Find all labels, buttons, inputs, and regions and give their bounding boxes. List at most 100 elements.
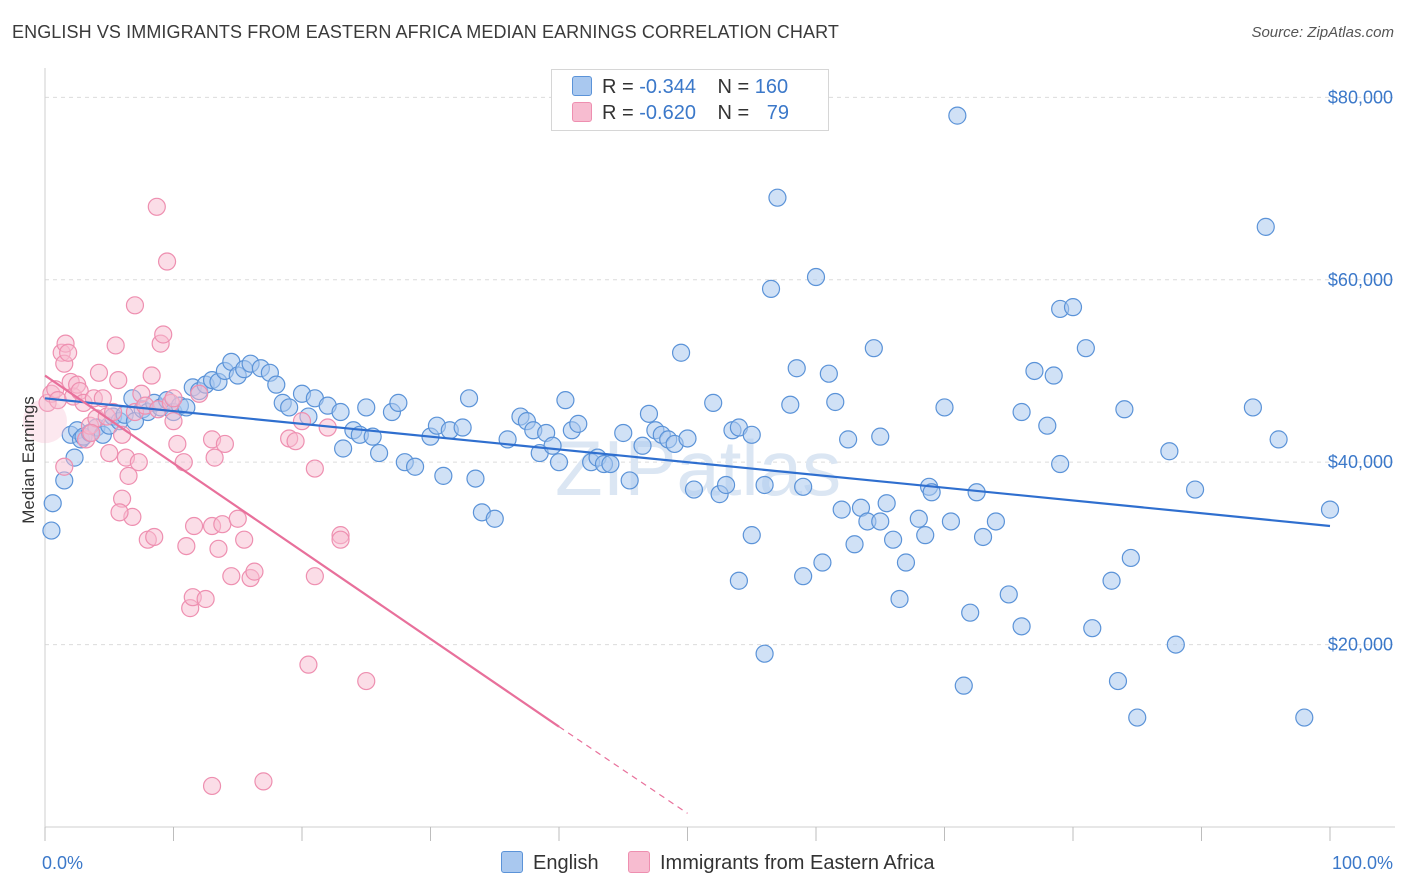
english-point	[755, 475, 774, 495]
immigrant-point	[305, 459, 324, 478]
english-point	[832, 500, 851, 519]
source-label: Source: ZipAtlas.com	[1251, 24, 1394, 41]
english-point	[1076, 339, 1095, 358]
immigrant-points	[23, 197, 376, 796]
bottom-legend-english-label: English	[533, 852, 599, 874]
english-point	[916, 526, 935, 545]
english-point	[357, 398, 376, 417]
immigrant-point	[142, 366, 161, 385]
english-point	[909, 509, 928, 528]
english-point	[1128, 708, 1147, 727]
immigrant-point	[228, 509, 247, 528]
english-point	[973, 527, 993, 547]
english-point	[768, 188, 787, 207]
english-point	[845, 535, 864, 554]
immigrant-point	[299, 655, 318, 674]
immigrant-point	[89, 363, 109, 382]
legend-r-label: R =	[602, 102, 634, 124]
english-point	[1108, 671, 1128, 691]
bottom-swatch-english	[501, 851, 523, 873]
english-point	[883, 530, 903, 549]
english-point	[961, 603, 980, 622]
legend-box: R = -0.344 N = 160 R = -0.620 N = 79	[551, 69, 829, 131]
tick-labels: $20,000 $40,000 $60,000 $80,000 0.0% 100.0%	[42, 87, 1393, 873]
english-point	[890, 589, 909, 609]
english-point	[389, 393, 408, 412]
legend-row-immigrants: R = -0.620 N = 79	[572, 102, 789, 126]
english-point	[922, 483, 941, 502]
immigrant-point	[164, 389, 183, 408]
english-point	[1115, 400, 1134, 419]
english-point	[42, 521, 61, 540]
immigrant-point	[235, 530, 254, 549]
english-point	[639, 404, 659, 423]
english-point	[543, 436, 562, 455]
immigrant-point	[305, 567, 324, 586]
legend-row-english: R = -0.344 N = 160	[572, 76, 788, 100]
english-point	[986, 512, 1006, 531]
english-point	[729, 571, 749, 590]
english-point	[1185, 480, 1205, 499]
english-point	[1038, 416, 1057, 435]
english-point	[1160, 442, 1179, 461]
immigrant-point	[357, 671, 376, 691]
english-point	[1269, 430, 1288, 449]
english-point	[1063, 298, 1083, 317]
english-point	[871, 427, 890, 446]
english-point	[280, 398, 299, 417]
english-point	[601, 454, 620, 474]
english-trend-line	[44, 397, 1331, 528]
english-point	[1320, 500, 1340, 519]
english-point	[877, 494, 896, 513]
english-point	[614, 423, 633, 443]
english-point	[633, 436, 652, 455]
immigrant-point	[190, 384, 209, 403]
english-point	[331, 402, 350, 422]
english-point	[819, 364, 838, 383]
legend-r-label: R =	[602, 76, 634, 98]
bottom-legend-immigrants: Immigrants from Eastern Africa	[628, 851, 935, 875]
immigrant-point	[104, 402, 123, 422]
chart-title: ENGLISH VS IMMIGRANTS FROM EASTERN AFRIC…	[12, 22, 839, 42]
english-point	[43, 494, 62, 513]
immigrant-point	[222, 567, 241, 586]
immigrant-point	[129, 453, 148, 472]
immigrant-point	[168, 434, 187, 454]
legend-r-value: -0.620	[639, 102, 696, 124]
english-point	[267, 375, 286, 394]
english-point	[1083, 619, 1102, 638]
immigrant-point	[59, 343, 78, 362]
immigrant-point	[125, 296, 145, 315]
english-point	[556, 391, 575, 410]
english-point	[871, 512, 890, 531]
legend-n-label: N =	[717, 76, 750, 98]
immigrant-point	[147, 197, 166, 216]
immigrant-point	[119, 466, 138, 485]
english-point	[466, 469, 485, 488]
legend-n-value: 160	[754, 76, 789, 98]
y-tick-label: $60,000	[1328, 270, 1393, 290]
immigrant-point	[174, 453, 193, 472]
english-point	[549, 453, 569, 472]
immigrant-point	[254, 772, 273, 791]
immigrant-point	[106, 336, 125, 355]
immigrant-point	[196, 589, 215, 609]
english-point	[806, 267, 826, 287]
english-point	[813, 553, 832, 572]
english-point	[1256, 217, 1275, 236]
english-point	[1166, 635, 1185, 654]
immigrant-point	[213, 515, 232, 534]
y-tick-label: $80,000	[1328, 87, 1393, 107]
english-point	[742, 425, 761, 444]
immigrant-point	[209, 539, 228, 558]
english-point	[1102, 571, 1121, 590]
english-point	[704, 393, 723, 412]
english-point	[761, 279, 781, 298]
x-tick-label: 0.0%	[42, 853, 83, 873]
english-point	[684, 480, 704, 499]
english-point	[370, 443, 389, 463]
axes	[44, 68, 1395, 841]
y-axis-label: Median Earnings	[19, 396, 38, 524]
english-point	[569, 414, 588, 433]
english-point	[781, 395, 800, 414]
